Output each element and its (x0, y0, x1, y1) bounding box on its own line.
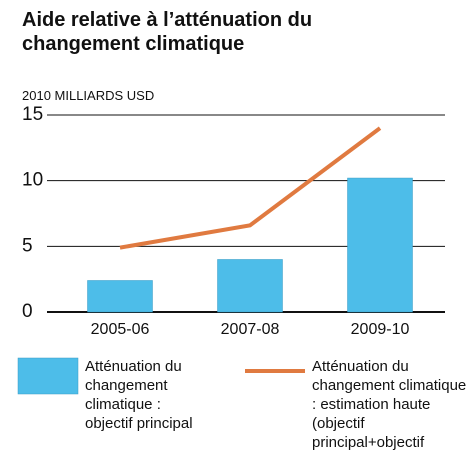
x-tick-label: 2007-08 (221, 321, 280, 338)
line (119, 126, 382, 250)
legend-swatch (17, 357, 79, 395)
bar (217, 259, 283, 313)
y-axis-label: 2010 MILLIARDS USD (22, 88, 155, 103)
y-tick-label: 15 (22, 104, 43, 125)
y-tick-label: 5 (22, 235, 33, 256)
y-tick-label: 10 (22, 170, 43, 191)
chart-title: Aide relative à l’atténuation du changem… (22, 9, 313, 55)
legend-label: Atténuation du changement climatique : e… (312, 358, 467, 451)
y-tick-label: 0 (22, 301, 33, 322)
legend-label: Atténuation du changement climatique : o… (85, 358, 193, 432)
x-tick-label: 2005-06 (91, 321, 150, 338)
x-tick-label: 2009-10 (351, 321, 410, 338)
bar (347, 177, 413, 313)
bar (87, 280, 153, 313)
